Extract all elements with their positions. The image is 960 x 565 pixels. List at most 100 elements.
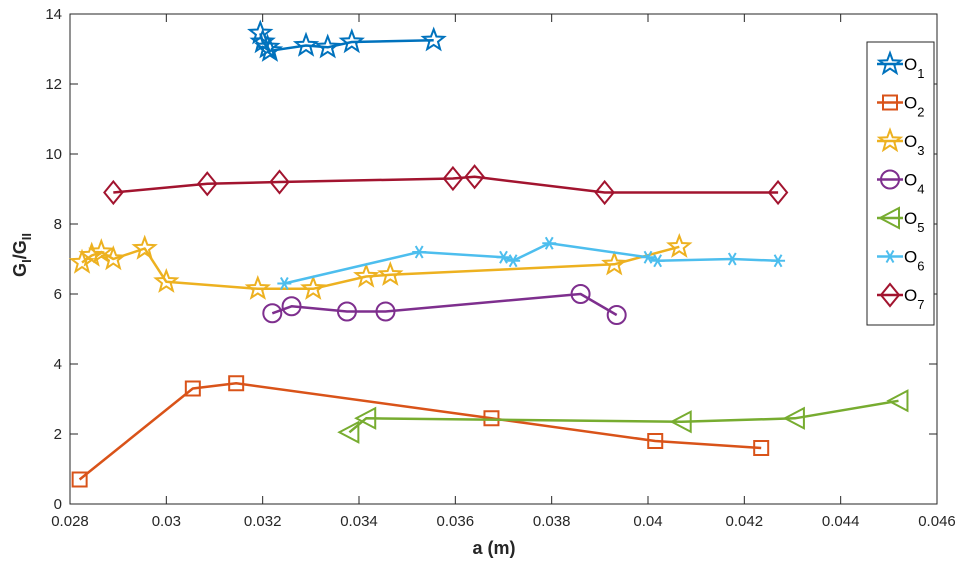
legend-label-subscript: 3 — [917, 143, 924, 158]
data-point-O7 — [269, 169, 290, 195]
asterisk-stroke — [508, 254, 518, 268]
series-line-O5 — [348, 399, 899, 434]
legend-label-base: O — [904, 171, 917, 190]
y-tick-label: 2 — [54, 426, 62, 443]
legend-item-O4: O4 — [877, 169, 924, 197]
legend-marker — [877, 206, 900, 230]
asterisk-stroke — [279, 276, 289, 291]
data-point-O7 — [196, 171, 218, 197]
series-O5 — [337, 389, 909, 444]
series-O1 — [247, 19, 447, 62]
legend-marker — [879, 282, 901, 308]
y-tick-label: 10 — [45, 146, 62, 163]
data-point-O2 — [483, 410, 500, 427]
data-point-O5 — [354, 406, 377, 430]
asterisk-stroke — [499, 250, 508, 264]
data-point-O4 — [281, 296, 302, 317]
y-axis-title-sub2: II — [19, 233, 34, 240]
y-axis-title-slash: /G — [10, 240, 30, 259]
data-point-O6 — [771, 254, 786, 268]
data-point-O6 — [506, 254, 521, 268]
legend-label: O1 — [904, 55, 924, 81]
legend-item-O1: O1 — [876, 50, 924, 81]
data-point-O1 — [314, 33, 341, 59]
legend-label: O7 — [904, 286, 924, 312]
legend-marker — [882, 94, 898, 111]
x-tick-label: 0.028 — [51, 513, 89, 530]
data-point-O2 — [647, 433, 664, 449]
legend-item-O3: O3 — [876, 127, 924, 158]
y-tick-label: 12 — [45, 76, 62, 93]
x-tick-label: 0.042 — [726, 513, 764, 530]
data-point-O6 — [496, 250, 511, 264]
data-point-O4 — [375, 301, 396, 322]
data-point-O3 — [100, 245, 127, 271]
data-point-O7 — [594, 179, 615, 206]
y-axis-title-base1: G — [10, 263, 30, 277]
legend-label-base: O — [904, 286, 917, 305]
data-point-O7 — [767, 179, 789, 206]
series-O7 — [103, 164, 789, 206]
series-O4 — [262, 284, 627, 325]
legend-marker — [880, 169, 900, 190]
legend-item-O6: O6 — [877, 248, 924, 274]
data-point-O1 — [292, 31, 320, 57]
asterisk-stroke — [885, 249, 895, 264]
asterisk-stroke — [727, 252, 737, 266]
asterisk-stroke — [773, 254, 783, 268]
data-point-O1 — [254, 33, 281, 59]
y-tick-label: 8 — [54, 216, 62, 233]
data-point-O6 — [725, 252, 740, 266]
series-line-O4 — [271, 292, 618, 317]
legend-item-O5: O5 — [877, 206, 924, 235]
data-point-O4 — [606, 305, 627, 325]
data-point-O3 — [153, 267, 180, 293]
legend-label-subscript: 1 — [917, 66, 924, 81]
data-point-O3 — [68, 248, 96, 274]
data-point-O6 — [542, 236, 557, 250]
data-point-O3 — [131, 234, 158, 260]
data-point-O3 — [244, 274, 272, 300]
y-tick-label: 6 — [54, 286, 62, 303]
data-point-O3 — [353, 262, 380, 288]
x-tick-label: 0.04 — [633, 513, 662, 530]
series-layer — [68, 19, 909, 488]
legend-label: O4 — [904, 171, 924, 197]
data-point-O3 — [377, 260, 404, 286]
data-point-O5 — [782, 406, 805, 430]
legend-label-subscript: 7 — [917, 297, 924, 312]
y-axis-title: GI/GII — [10, 233, 34, 277]
legend-label-base: O — [904, 94, 917, 113]
data-point-O2 — [184, 380, 201, 397]
y-axis-title-sub1: I — [19, 259, 34, 263]
data-point-O5 — [337, 420, 360, 444]
legend-label-subscript: 5 — [917, 220, 924, 235]
data-point-O6 — [641, 250, 655, 264]
legend-label: O6 — [904, 248, 924, 274]
data-point-O6 — [277, 276, 292, 291]
legend-label-base: O — [904, 132, 917, 151]
x-tick-label: 0.032 — [244, 513, 282, 530]
legend-label-base: O — [904, 55, 917, 74]
legend-label-subscript: 6 — [917, 259, 924, 274]
legend-label: O3 — [904, 132, 924, 158]
x-tick-label: 0.036 — [437, 513, 475, 530]
data-point-O1 — [420, 26, 447, 52]
data-point-O3 — [78, 241, 105, 267]
data-point-O4 — [570, 284, 591, 304]
data-point-O6 — [412, 245, 427, 259]
series-line-O2 — [78, 382, 762, 481]
legend-label-subscript: 2 — [917, 105, 924, 120]
data-point-O6 — [650, 254, 665, 268]
data-point-O3 — [88, 238, 115, 264]
asterisk-stroke — [653, 254, 662, 268]
legend-label-subscript: 4 — [917, 182, 924, 197]
y-tick-label: 4 — [54, 356, 62, 373]
legend-label-base: O — [904, 248, 917, 267]
legend-marker — [876, 127, 904, 153]
series-O3 — [68, 232, 693, 300]
y-tick-label: 0 — [54, 496, 62, 513]
data-point-O2 — [228, 375, 245, 392]
data-point-O2 — [753, 440, 770, 456]
